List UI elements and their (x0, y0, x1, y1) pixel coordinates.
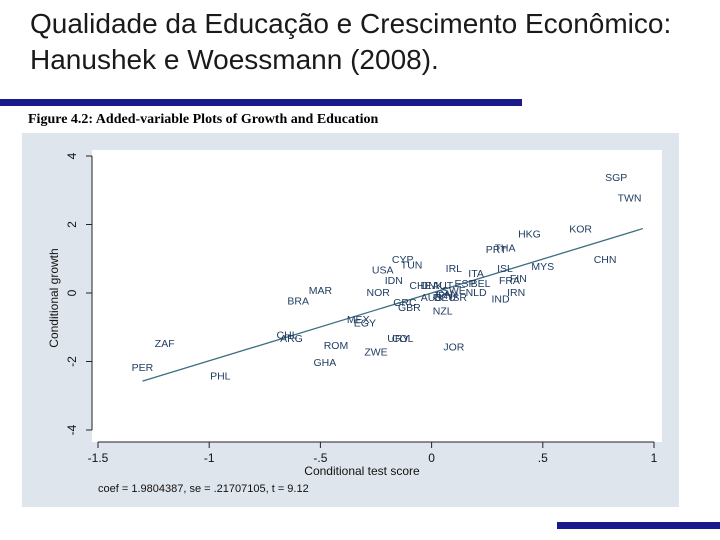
point-twn: TWN (618, 193, 642, 205)
point-deu: DEU (434, 292, 456, 304)
point-aus: AUS (421, 292, 443, 304)
point-kor: KOR (569, 223, 592, 235)
point-che: CHE (409, 280, 431, 292)
point-chl: CHL (277, 330, 298, 342)
point-bra: BRA (287, 295, 309, 307)
y-tick-label: 0 (65, 289, 79, 296)
point-nor: NOR (367, 287, 391, 299)
scatter-chart: -1.5 -1 -.5 0 .5 1 -4 -2 0 2 4 SGP TWN KOR HKG CHN MYS P… (47, 150, 662, 495)
figure-panel: -1.5 -1 -.5 0 .5 1 -4 -2 0 2 4 SGP TWN KOR HKG CHN MYS P… (22, 133, 679, 507)
point-isl: ISL (497, 263, 513, 275)
point-col: COL (392, 333, 414, 345)
point-dnk: DNK (421, 280, 443, 292)
point-fin: FIN (510, 273, 527, 285)
point-mex: MEX (347, 314, 370, 326)
plot-area (92, 150, 662, 442)
point-egy: EGY (354, 318, 376, 330)
point-mys: MYS (531, 261, 554, 273)
figure-caption: Figure 4.2: Added-variable Plots of Grow… (28, 112, 379, 127)
x-tick-label: .5 (538, 451, 548, 465)
y-axis-label: Conditional growth (47, 248, 61, 347)
point-bel: BEL (471, 278, 491, 290)
point-gha: GHA (313, 357, 336, 369)
point-zaf: ZAF (155, 338, 175, 350)
point-swe: SWE (442, 285, 466, 297)
point-jor: JOR (443, 342, 464, 354)
x-tick-label: -1.5 (88, 451, 109, 465)
point-arg: ARG (280, 333, 303, 345)
point-ind: IND (491, 294, 510, 306)
x-tick-label: 0 (428, 451, 435, 465)
point-sgp: SGP (605, 172, 627, 184)
fit-line-group (142, 227, 644, 382)
y-tick-label: 2 (65, 221, 79, 228)
point-idn: IDN (385, 275, 403, 287)
fit-line (142, 227, 644, 382)
point-esp: ESP (454, 278, 475, 290)
point-zwe: ZWE (364, 347, 387, 359)
point-phl: PHL (210, 371, 231, 383)
point-usa: USA (372, 265, 394, 277)
point-aut: AUT (432, 280, 454, 292)
point-isr: ISR (450, 292, 468, 304)
axes: -1.5 -1 -.5 0 .5 1 -4 -2 0 2 4 (65, 152, 658, 465)
point-tun: TUN (401, 259, 423, 271)
point-grc: GRC (393, 297, 417, 309)
point-rom: ROM (324, 340, 349, 352)
point-cyp: CYP (392, 254, 414, 266)
x-tick-label: -1 (204, 451, 215, 465)
regression-annotation: coef = 1.9804387, se = .21707105, t = 9.… (98, 483, 309, 495)
point-fra: FRA (499, 275, 520, 287)
point-ita: ITA (468, 268, 484, 280)
x-tick-label: -.5 (313, 451, 327, 465)
point-prt: PRT (486, 244, 507, 256)
point-ury: URY (387, 333, 409, 345)
point-tha: THA (494, 242, 515, 254)
y-tick-label: 4 (65, 152, 79, 159)
point-per: PER (132, 362, 154, 374)
accent-bar-top (0, 99, 522, 106)
point-chn: CHN (594, 254, 617, 266)
y-tick-label: -2 (65, 356, 79, 367)
x-tick-label: 1 (651, 451, 658, 465)
x-axis-label: Conditional test score (304, 464, 420, 478)
accent-bar-bottom (557, 522, 720, 529)
point-mar: MAR (309, 285, 333, 297)
slide-title: Qualidade da Educação e Crescimento Econ… (30, 8, 672, 75)
point-irn: IRN (507, 287, 525, 299)
point-hkg: HKG (518, 229, 541, 241)
point-nld: NLD (466, 287, 487, 299)
point-irl: IRL (446, 263, 463, 275)
point-nzl: NZL (433, 306, 453, 318)
y-tick-label: -4 (65, 424, 79, 435)
point-gbr: GBR (398, 302, 421, 314)
point-jpn: JPN (433, 290, 453, 302)
point-can: CAN (436, 288, 458, 300)
